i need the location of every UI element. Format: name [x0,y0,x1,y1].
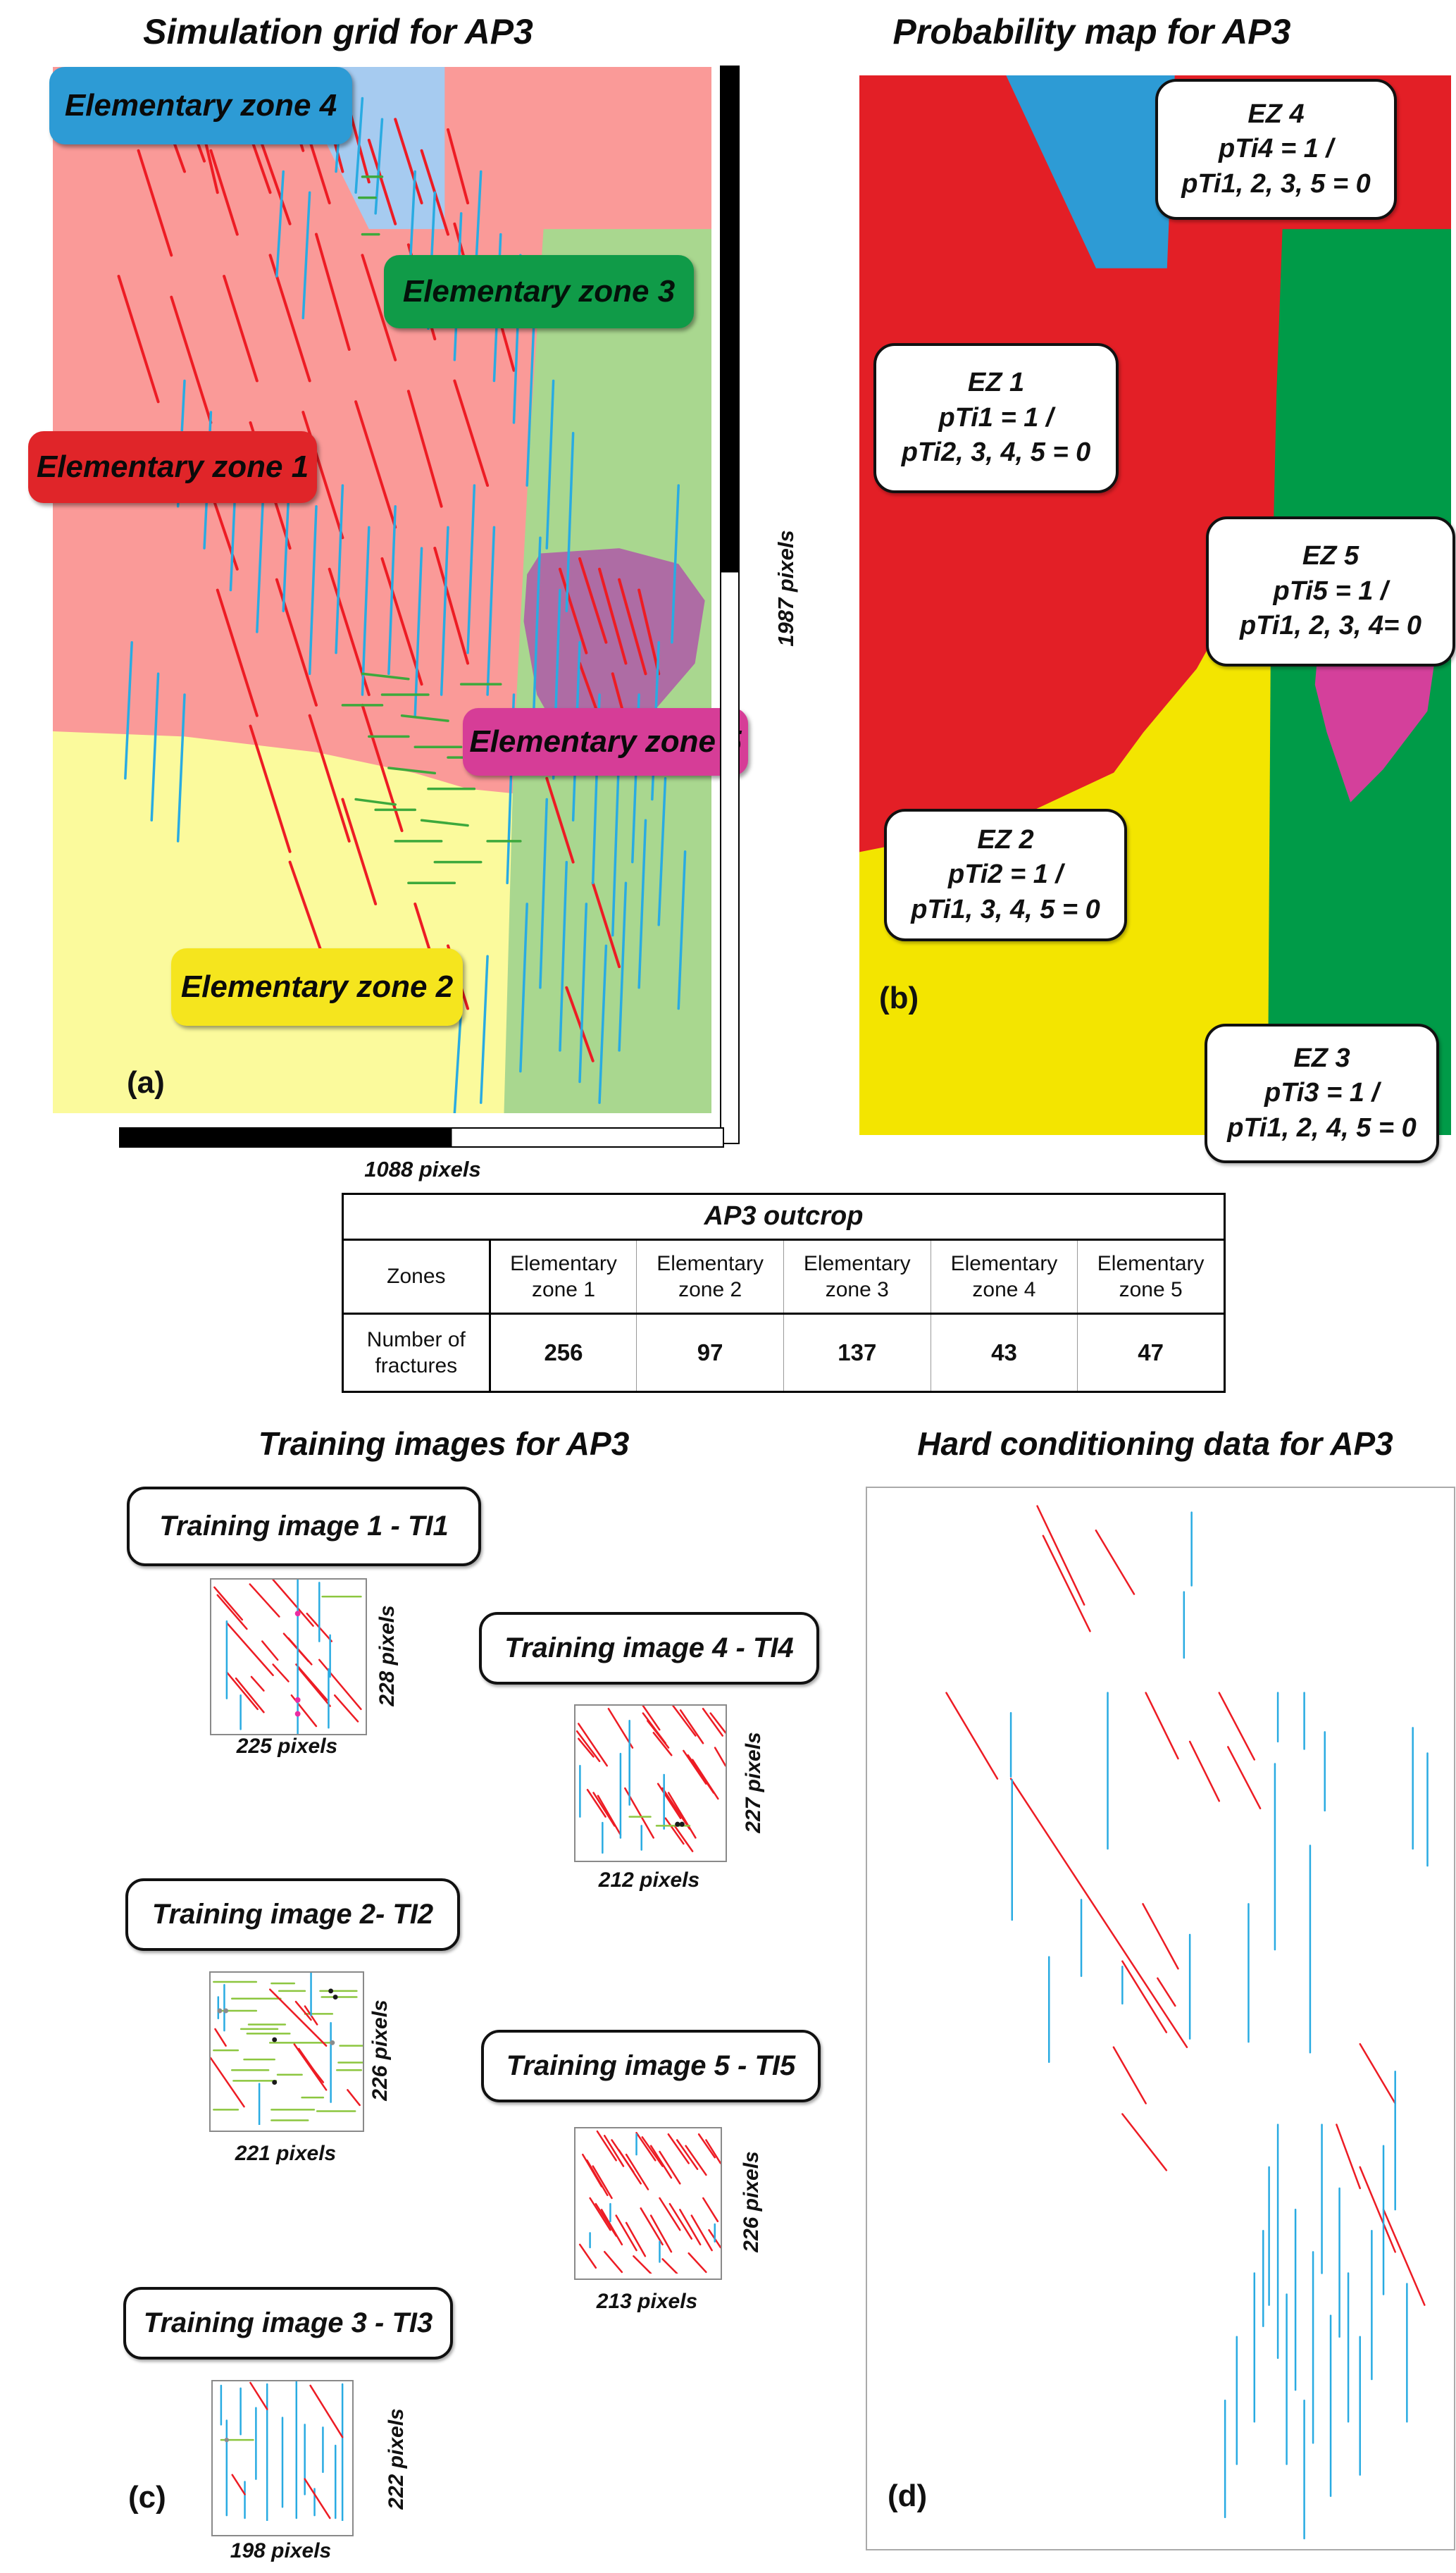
ti1-width-label: 225 pixels [236,1735,338,1758]
ti3-height-label: 222 pixels [385,2408,408,2510]
ti1-height-label: 228 pixels [375,1605,399,1706]
ti2-label: Training image 2- TI2 [125,1878,460,1951]
panel-c-title: Training images for AP3 [258,1425,630,1462]
ti2-width-label: 221 pixels [235,2142,337,2165]
ti5-height-label: 226 pixels [740,2151,763,2252]
ti1-label: Training image 1 - TI1 [127,1487,481,1566]
panel-a-title: Simulation grid for AP3 [143,12,533,51]
zone-label-ez2: Elementary zone 2 [171,948,463,1026]
vertical-scalebar [720,66,740,1144]
ez4-line2: pTi4 = 1 / [1219,134,1333,164]
ez1-line1: EZ 1 [967,368,1025,398]
ez4-line1: EZ 4 [1247,99,1305,129]
vertical-scalebar-label: 1987 pixels [773,530,798,647]
ti5-image [574,2127,722,2280]
ti1-image [210,1578,367,1735]
fractures-ez5: 47 [1077,1313,1225,1392]
panel-a-letter: (a) [127,1065,165,1100]
fractures-ez4: 43 [930,1313,1078,1392]
table-col-ez2: Elementary zone 2 [636,1239,784,1315]
table-title: AP3 outcrop [342,1194,1225,1241]
ti4-width-label: 212 pixels [598,1868,700,1892]
horizontal-scalebar [119,1127,724,1148]
panel-b-letter: (b) [879,981,919,1015]
table-col-ez5: Elementary zone 5 [1077,1239,1225,1315]
ti2-image [209,1971,364,2132]
ez1-line2: pTi1 = 1 / [938,402,1054,433]
zone-label-ez1: Elementary zone 1 [28,431,317,503]
ez2-line2: pTi2 = 1 / [948,860,1063,890]
ez4-line3: pTi1, 2, 3, 5 = 0 [1181,168,1371,199]
ez5-line3: pTi1, 2, 3, 4= 0 [1239,611,1422,641]
panel-b-title: Probability map for AP3 [892,12,1291,51]
ez4-probability-box: EZ 4 pTi4 = 1 / pTi1, 2, 3, 5 = 0 [1155,79,1397,220]
panel-d-letter: (d) [888,2479,928,2513]
ti5-width-label: 213 pixels [596,2290,698,2313]
zone-label-ez4: Elementary zone 4 [49,67,352,144]
table-count-header: Number of fractures [342,1313,491,1392]
ti4-label: Training image 4 - TI4 [479,1612,819,1685]
ti3-width-label: 198 pixels [230,2539,332,2562]
ez5-probability-box: EZ 5 pTi5 = 1 / pTi1, 2, 3, 4= 0 [1206,516,1455,666]
hard-conditioning-box [866,1487,1455,2550]
ez3-line3: pTi1, 2, 4, 5 = 0 [1227,1112,1417,1143]
table-col-ez1: Elementary zone 1 [489,1239,637,1315]
ez3-probability-box: EZ 3 pTi3 = 1 / pTi1, 2, 4, 5 = 0 [1205,1024,1439,1163]
fractures-ez1: 256 [489,1313,637,1392]
fractures-ez3: 137 [783,1313,931,1392]
zone-label-ez5: Elementary zone 5 [463,708,748,776]
ez2-line3: pTi1, 3, 4, 5 = 0 [911,894,1100,924]
ti5-label: Training image 5 - TI5 [481,2030,821,2102]
table-zones-header: Zones [342,1239,491,1315]
ez1-probability-box: EZ 1 pTi1 = 1 / pTi2, 3, 4, 5 = 0 [873,343,1119,493]
ez2-probability-box: EZ 2 pTi2 = 1 / pTi1, 3, 4, 5 = 0 [884,809,1127,941]
table-col-ez4: Elementary zone 4 [930,1239,1078,1315]
simulation-grid-map [53,67,711,1113]
table-col-ez3: Elementary zone 3 [783,1239,931,1315]
ti3-label: Training image 3 - TI3 [123,2287,453,2360]
ap3-outcrop-table: AP3 outcrop Zones Elementary zone 1 Eleme… [342,1193,1226,1393]
panel-c-letter: (c) [128,2480,166,2515]
ti4-image [574,1704,727,1862]
ez5-line2: pTi5 = 1 / [1273,576,1388,606]
ti3-image [211,2380,354,2536]
panel-d-title: Hard conditioning data for AP3 [917,1425,1393,1462]
fractures-ez2: 97 [636,1313,784,1392]
ti2-height-label: 226 pixels [368,2000,392,2101]
horizontal-scalebar-label: 1088 pixels [364,1157,481,1182]
zone-label-ez3: Elementary zone 3 [384,255,694,328]
ez3-line2: pTi3 = 1 / [1264,1078,1379,1108]
ez3-line1: EZ 3 [1293,1043,1350,1073]
ti4-height-label: 227 pixels [742,1732,765,1833]
ez2-line1: EZ 2 [977,824,1034,855]
ez5-line1: EZ 5 [1302,541,1359,571]
ez1-line3: pTi2, 3, 4, 5 = 0 [901,438,1091,468]
